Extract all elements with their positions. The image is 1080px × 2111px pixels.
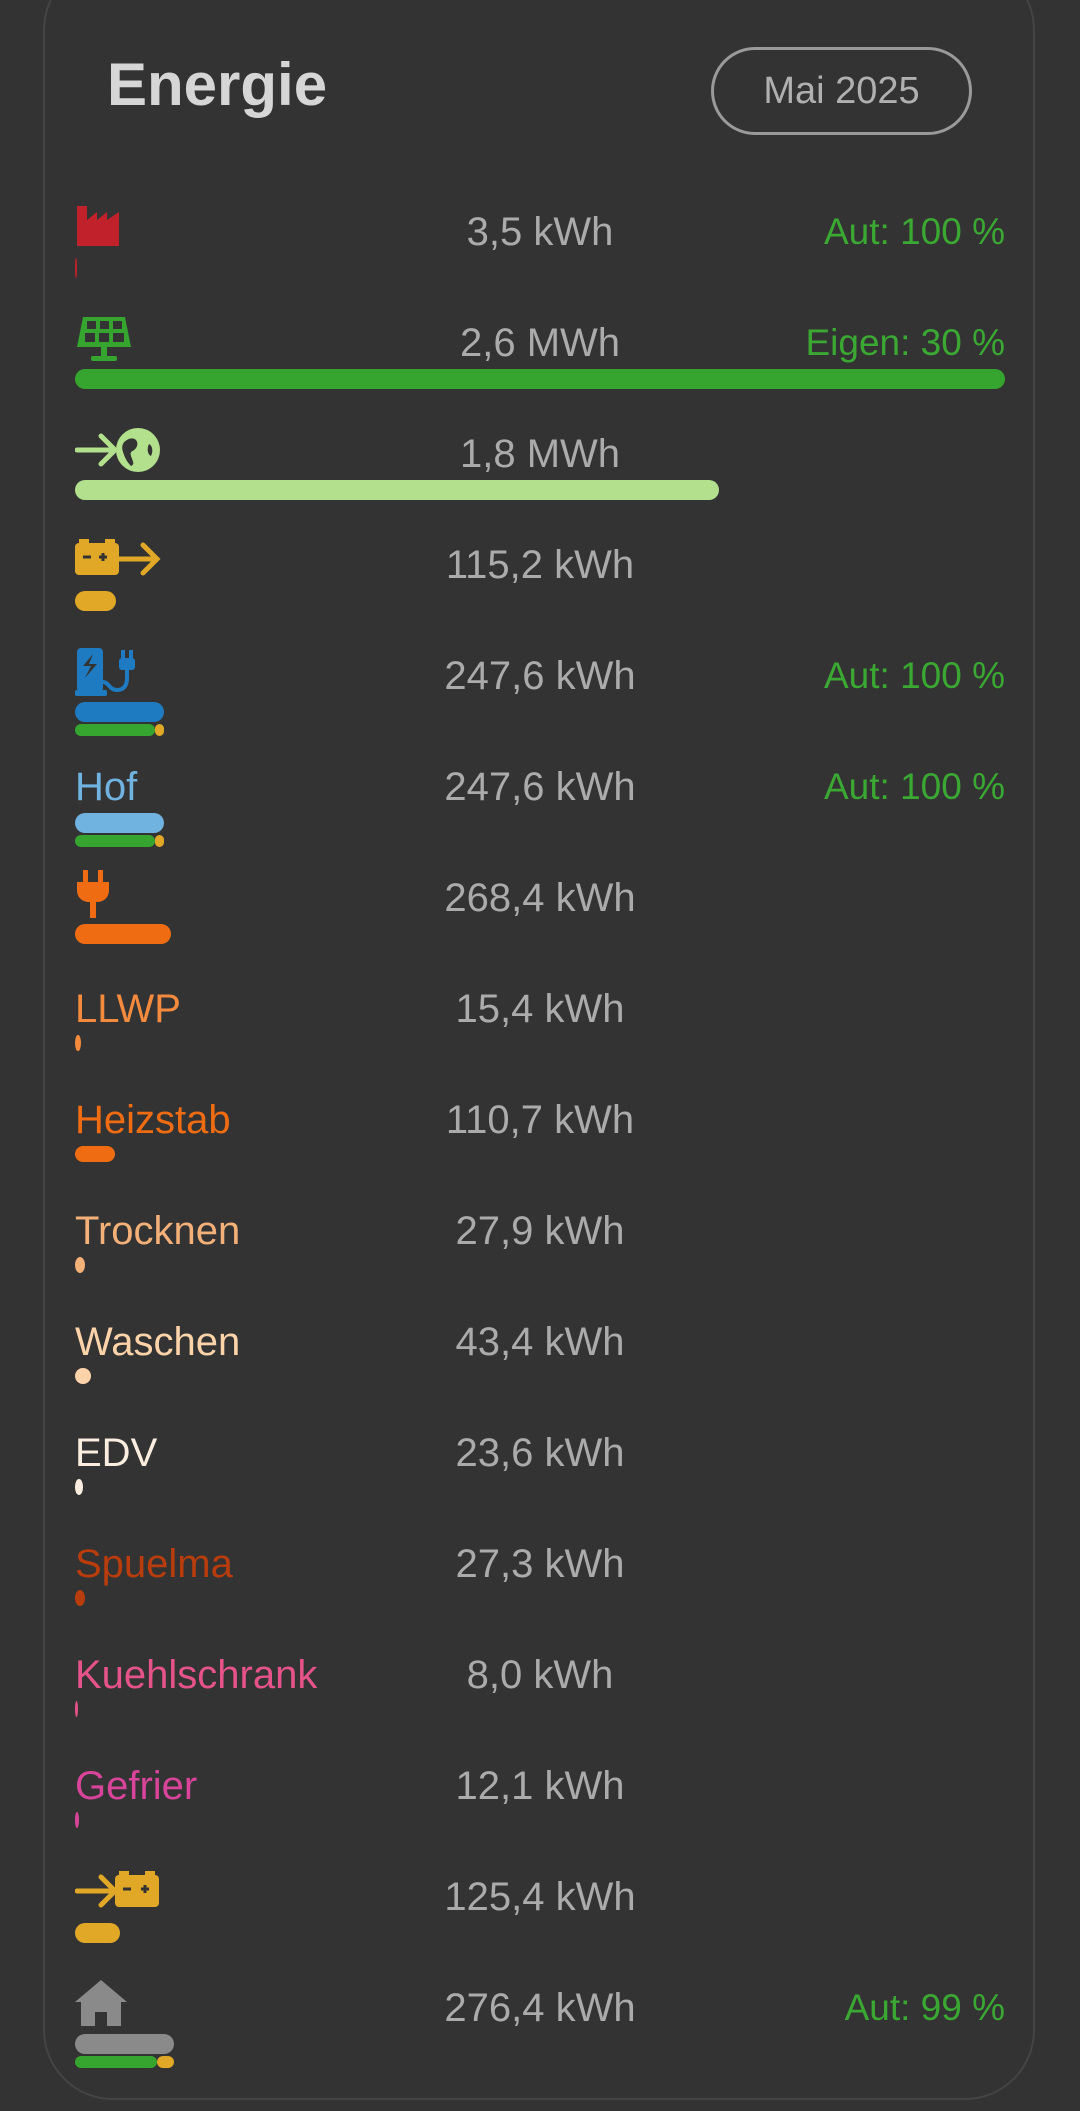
- energy-row[interactable]: 1,8 MWh: [0, 428, 1080, 554]
- battery-share-bar: [157, 2056, 174, 2068]
- row-bar: [75, 1701, 78, 1717]
- row-bar: [75, 1035, 81, 1051]
- energy-row[interactable]: 276,4 kWh Aut: 99 %: [0, 1980, 1080, 2108]
- row-value: 247,6 kWh: [444, 654, 636, 698]
- self-share-bar: [75, 2056, 158, 2068]
- row-ratio: Aut: 100 %: [823, 766, 1005, 807]
- plug-icon: [75, 870, 111, 918]
- energy-row[interactable]: 115,2 kWh: [0, 539, 1080, 665]
- row-bar: [75, 1146, 115, 1162]
- row-bar: [75, 813, 164, 833]
- energy-row[interactable]: Trocknen 27,9 kWh: [0, 1209, 1080, 1331]
- energy-row[interactable]: 2,6 MWh Eigen: 30 %: [0, 317, 1080, 443]
- row-value: 115,2 kWh: [445, 543, 635, 587]
- row-bar: [75, 258, 77, 278]
- row-bar: [75, 591, 117, 611]
- energy-row[interactable]: Spuelma 27,3 kWh: [0, 1542, 1080, 1664]
- row-bar: [75, 702, 164, 722]
- energy-row[interactable]: 125,4 kWh: [0, 1871, 1080, 1997]
- row-bar: [75, 2034, 174, 2054]
- energy-row[interactable]: Heizstab 110,7 kWh: [0, 1098, 1080, 1220]
- period-button[interactable]: Mai 2025: [711, 47, 972, 135]
- row-source-bar: [75, 2056, 174, 2068]
- row-value: 125,4 kWh: [444, 1875, 636, 1919]
- row-value: 247,6 kWh: [444, 765, 636, 809]
- energy-row[interactable]: EDV 23,6 kWh: [0, 1431, 1080, 1553]
- row-bar: [75, 1368, 91, 1384]
- row-value: 27,9 kWh: [455, 1209, 625, 1253]
- row-value: 12,1 kWh: [455, 1764, 625, 1808]
- row-value: 276,4 kWh: [444, 1986, 636, 2030]
- row-value: 2,6 MWh: [459, 321, 621, 365]
- energy-row[interactable]: LLWP 15,4 kWh: [0, 987, 1080, 1109]
- energy-row[interactable]: Hof 247,6 kWh Aut: 100 %: [0, 765, 1080, 887]
- row-label: Kuehlschrank: [75, 1653, 318, 1697]
- row-value: 27,3 kWh: [455, 1542, 625, 1586]
- battery-charge-icon: [74, 1869, 161, 1917]
- self-share-bar: [75, 835, 155, 847]
- row-label: Hof: [75, 765, 138, 809]
- row-value: 43,4 kWh: [455, 1320, 625, 1364]
- row-value: 268,4 kWh: [444, 876, 636, 920]
- energy-row[interactable]: 268,4 kWh: [0, 870, 1080, 998]
- solar-panel-icon: [75, 315, 133, 363]
- row-bar: [75, 1590, 85, 1606]
- row-bar: [75, 1812, 80, 1828]
- card-title: Energie: [107, 51, 328, 118]
- row-bar: [75, 480, 719, 500]
- self-share-bar: [75, 724, 155, 736]
- row-ratio: Aut: 99 %: [844, 1987, 1005, 2028]
- row-label: Gefrier: [75, 1764, 198, 1808]
- row-label: LLWP: [75, 987, 181, 1031]
- energy-row[interactable]: Kuehlschrank 8,0 kWh: [0, 1653, 1080, 1775]
- factory-icon: [75, 204, 123, 252]
- battery-share-bar: [154, 724, 164, 736]
- row-source-bar: [75, 724, 164, 736]
- grid-export-icon: [74, 426, 161, 474]
- row-bar: [75, 924, 171, 944]
- row-bar: [75, 1479, 84, 1495]
- energy-row[interactable]: Waschen 43,4 kWh: [0, 1320, 1080, 1442]
- row-source-bar: [75, 835, 164, 847]
- row-bar: [75, 1257, 85, 1273]
- row-label: Trocknen: [75, 1209, 241, 1253]
- row-ratio: Aut: 100 %: [823, 655, 1005, 696]
- row-label: Heizstab: [75, 1098, 231, 1142]
- row-value: 23,6 kWh: [455, 1431, 625, 1475]
- row-label: EDV: [75, 1431, 158, 1475]
- row-value: 1,8 MWh: [459, 432, 621, 476]
- ev-charger-icon: [75, 648, 141, 696]
- energy-row[interactable]: Gefrier 12,1 kWh: [0, 1764, 1080, 1886]
- row-ratio: Aut: 100 %: [823, 211, 1005, 252]
- row-label: Spuelma: [75, 1542, 233, 1586]
- row-bar: [75, 369, 1005, 389]
- row-label: Waschen: [75, 1320, 241, 1364]
- energy-card: [43, 0, 1035, 2100]
- home-icon: [75, 1980, 127, 2028]
- battery-discharge-icon: [75, 537, 161, 585]
- energy-row[interactable]: 247,6 kWh Aut: 100 %: [0, 648, 1080, 776]
- battery-share-bar: [154, 835, 164, 847]
- row-value: 15,4 kWh: [455, 987, 625, 1031]
- energy-row[interactable]: 3,5 kWh Aut: 100 %: [0, 206, 1080, 332]
- row-bar: [75, 1923, 120, 1943]
- row-ratio: Eigen: 30 %: [805, 322, 1005, 363]
- row-value: 8,0 kWh: [466, 1653, 614, 1697]
- row-value: 3,5 kWh: [466, 210, 614, 254]
- row-value: 110,7 kWh: [445, 1098, 635, 1142]
